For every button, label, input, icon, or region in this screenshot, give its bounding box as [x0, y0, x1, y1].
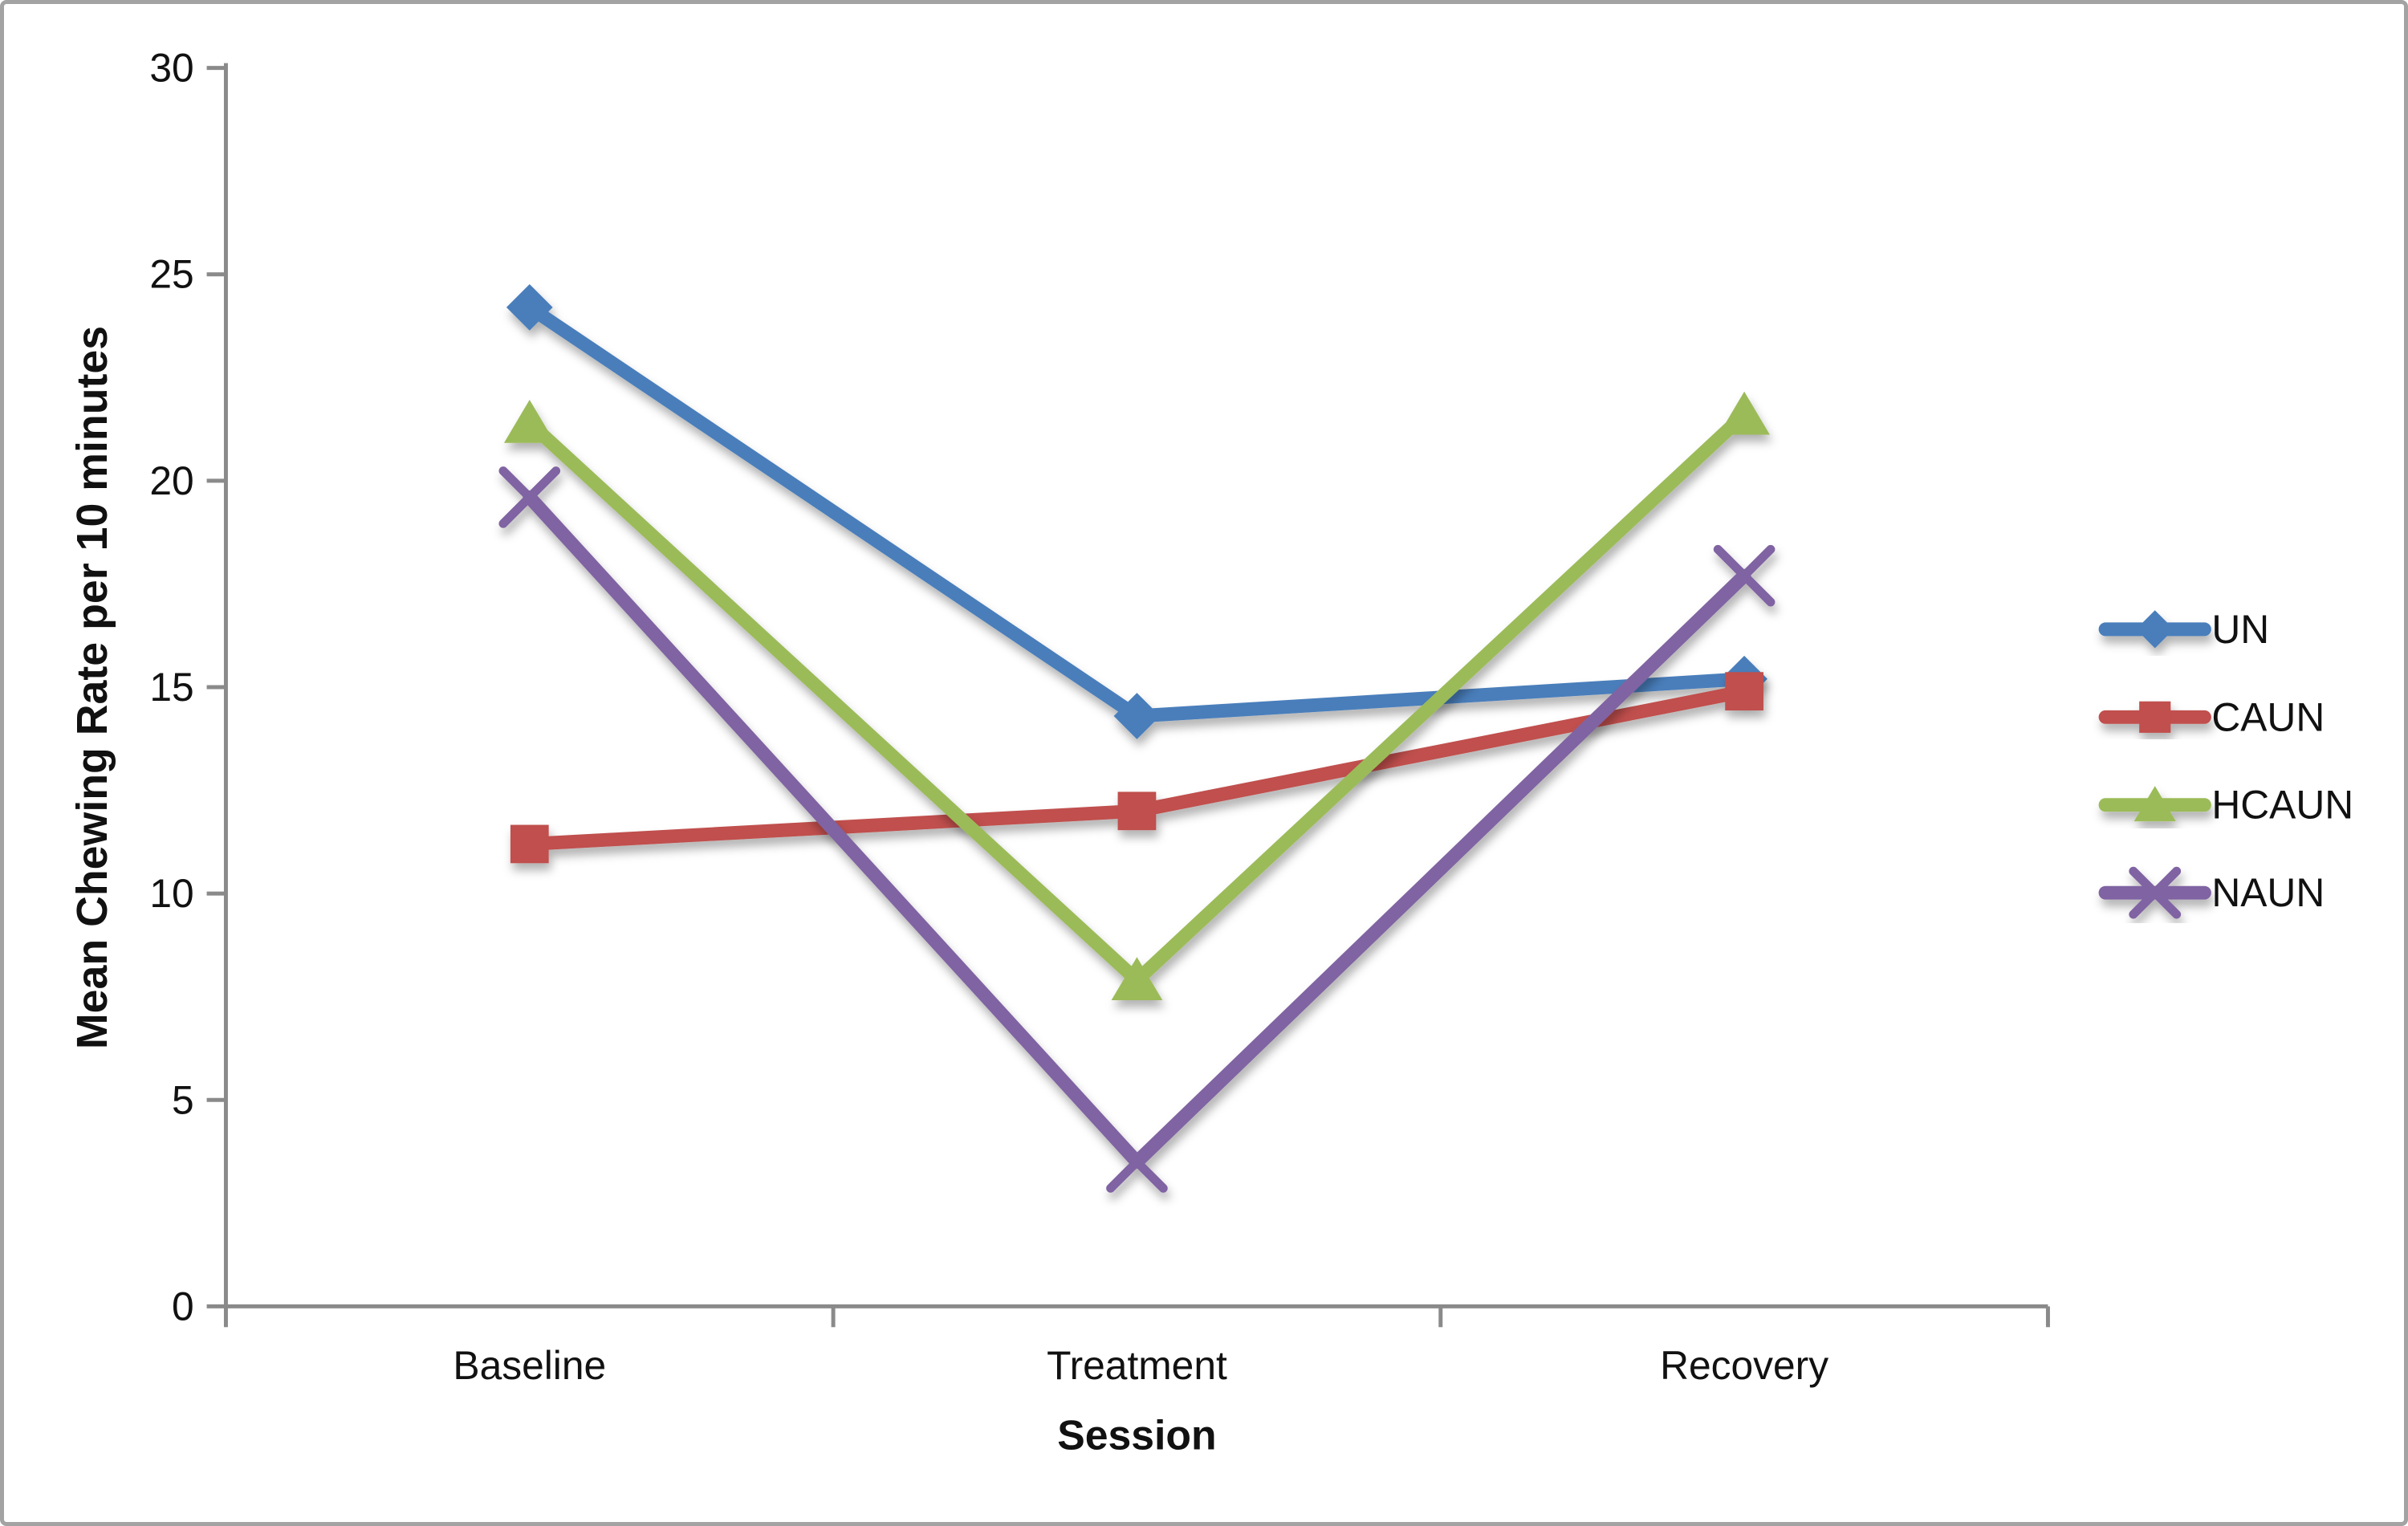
triangle-marker — [503, 400, 555, 443]
x-marker — [498, 466, 561, 528]
diamond-marker — [2136, 610, 2174, 649]
square-marker — [2139, 701, 2171, 733]
triangle-marker — [1111, 957, 1163, 1001]
y-tick-label: 15 — [149, 665, 193, 710]
axis-tick-labels: 0 5 10 15 20 25 30 Baseline Treatment Recovery — [149, 46, 1828, 1388]
legend-item-caun: CAUN — [2098, 694, 2325, 739]
legend-swatch — [2098, 866, 2211, 919]
legend-label: UN — [2211, 607, 2269, 652]
x-marker — [1106, 1131, 1168, 1193]
x-category-label: Treatment — [1047, 1343, 1227, 1388]
legend-item-hcaun: HCAUN — [2098, 783, 2353, 828]
x-marker — [2129, 866, 2182, 919]
y-tick-label: 5 — [172, 1077, 194, 1122]
y-tick-label: 0 — [172, 1284, 194, 1329]
x-marker — [1713, 544, 1775, 607]
y-tick-label: 10 — [149, 871, 193, 916]
series-caun — [510, 672, 1763, 864]
x-axis-title: Session — [1057, 1411, 1216, 1458]
x-category-label: Baseline — [453, 1343, 606, 1388]
legend-label: NAUN — [2211, 870, 2325, 915]
legend-swatch — [2098, 786, 2211, 822]
series-hcaun — [503, 391, 1770, 1001]
legend-swatch — [2098, 701, 2211, 733]
legend-label: CAUN — [2211, 694, 2325, 739]
square-marker — [510, 824, 549, 864]
series-naun — [498, 466, 1775, 1193]
triangle-marker — [1719, 391, 1770, 435]
series-line — [523, 300, 1751, 723]
square-marker — [1725, 672, 1763, 711]
y-tick-label: 20 — [149, 458, 193, 503]
y-tick-label: 30 — [149, 46, 193, 91]
legend-item-naun: NAUN — [2098, 866, 2325, 919]
y-tick-label: 25 — [149, 252, 193, 297]
triangle-marker — [2133, 786, 2176, 822]
line-chart: 0 5 10 15 20 25 30 Baseline Treatment Recovery Me… — [68, 46, 2353, 1459]
axes — [206, 63, 2050, 1328]
data-series — [498, 284, 1775, 1193]
legend-label: HCAUN — [2211, 783, 2353, 828]
legend-swatch — [2098, 610, 2211, 649]
diamond-marker — [506, 284, 553, 331]
legend-item-un: UN — [2098, 607, 2269, 652]
diamond-marker — [1113, 693, 1161, 739]
square-marker — [1117, 791, 1157, 831]
y-axis-title: Mean Chewing Rate per 10 minutes — [68, 326, 116, 1049]
x-category-label: Recovery — [1660, 1343, 1828, 1388]
legend: UN CAUN HCAUN NAUN — [2098, 607, 2353, 919]
